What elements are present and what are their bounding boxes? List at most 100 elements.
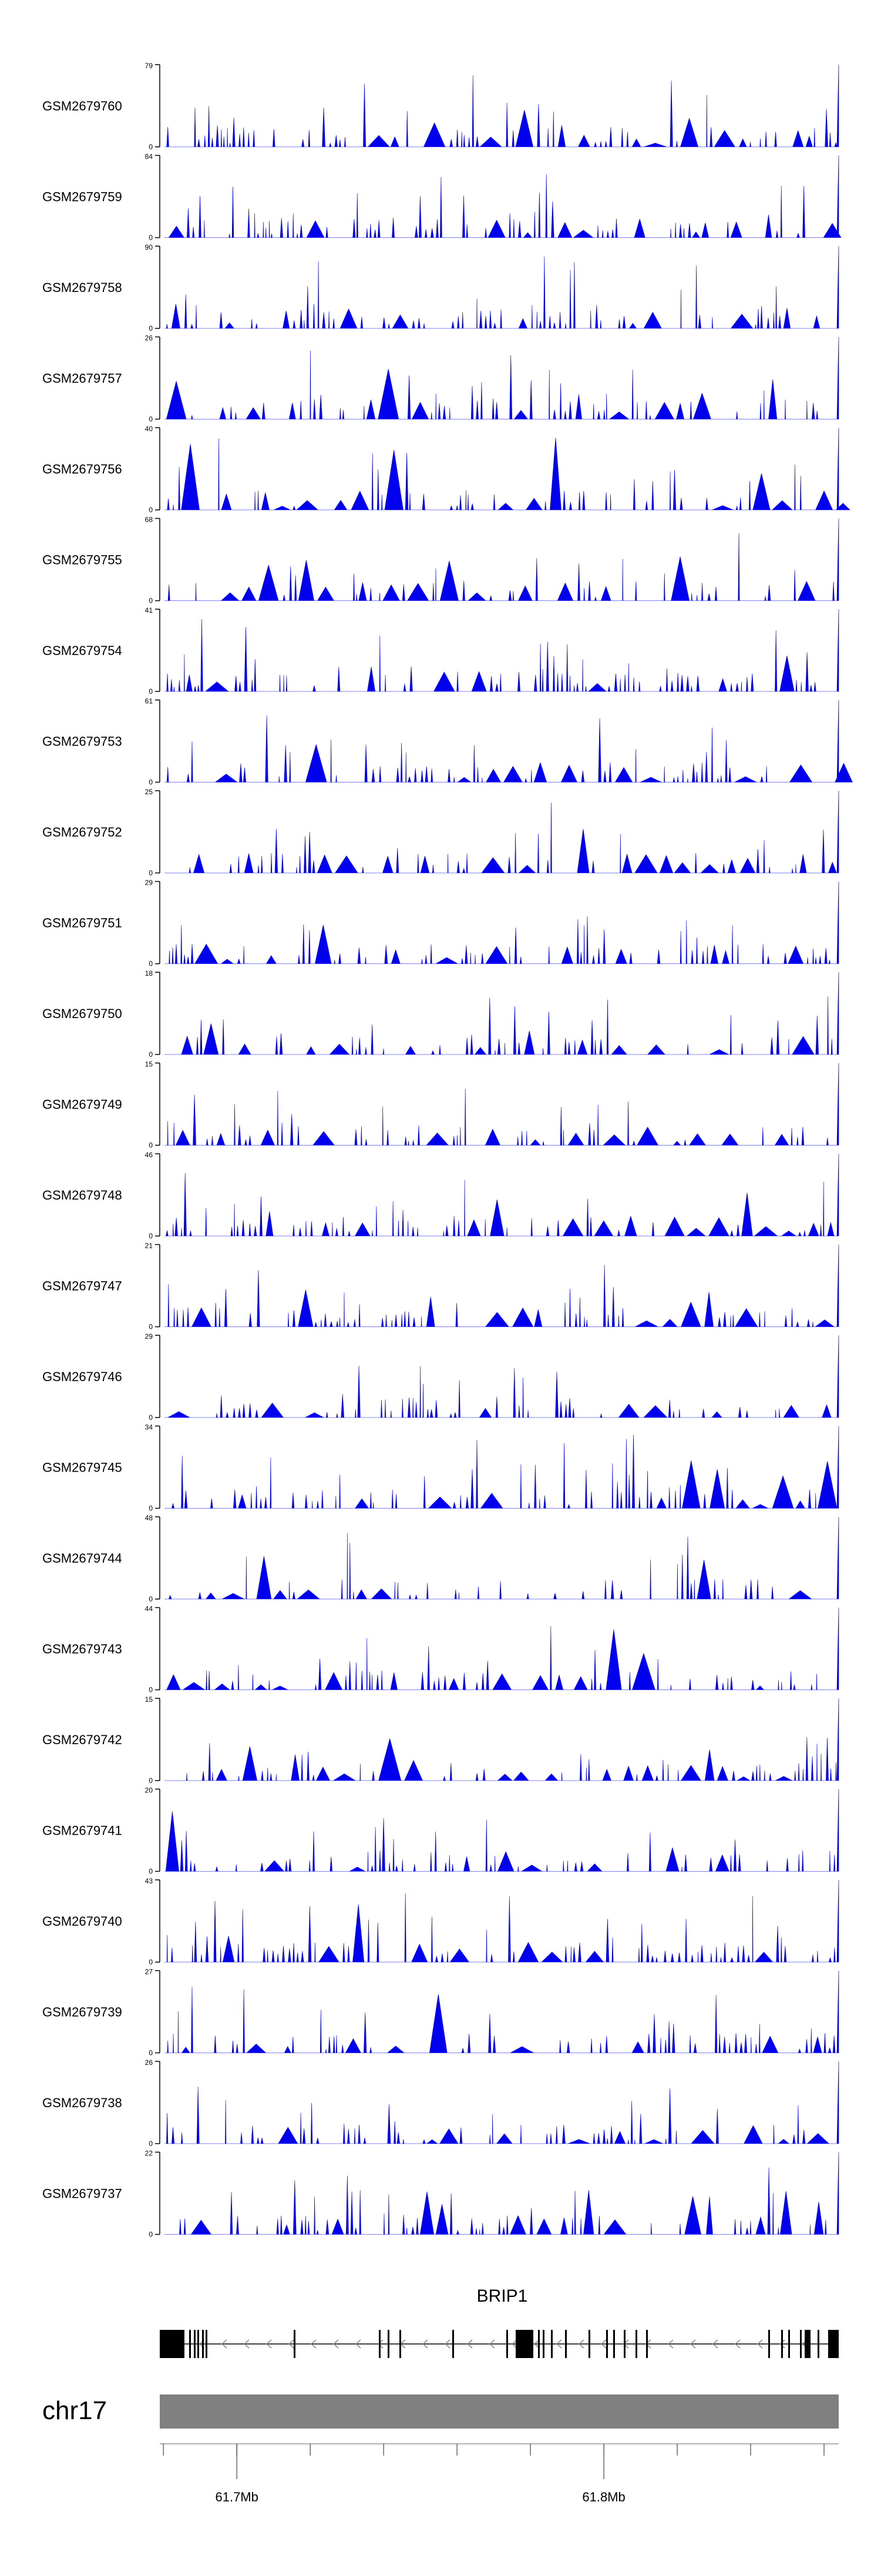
signal-area xyxy=(164,1153,839,1237)
y-max-label: 29 xyxy=(145,879,153,887)
track-label: GSM2679740 xyxy=(42,1914,122,1929)
track-gsm2679751: GSM2679751 29 0 xyxy=(42,879,839,968)
exon xyxy=(543,2330,544,2358)
track-label: GSM2679745 xyxy=(42,1460,122,1475)
y-min-label: 0 xyxy=(149,1413,153,1422)
track-label: GSM2679756 xyxy=(42,462,122,476)
y-min-label: 0 xyxy=(149,1141,153,1150)
signal-area xyxy=(164,790,839,874)
signal-area xyxy=(164,972,839,1055)
y-min-label: 0 xyxy=(149,778,153,787)
chromosome-band: chr17 xyxy=(42,2394,839,2429)
signal-area xyxy=(164,881,839,964)
track-label: GSM2679741 xyxy=(42,1823,122,1838)
signal-area xyxy=(164,1789,839,1872)
exon xyxy=(206,2330,207,2358)
track-label: GSM2679759 xyxy=(42,190,122,204)
y-min-label: 0 xyxy=(149,2049,153,2057)
exon xyxy=(635,2330,637,2358)
y-max-label: 15 xyxy=(145,1695,153,1704)
y-min-label: 0 xyxy=(149,1504,153,1513)
y-max-label: 79 xyxy=(145,62,153,70)
signal-area xyxy=(164,700,853,782)
exon xyxy=(768,2330,770,2358)
y-max-label: 25 xyxy=(145,788,153,796)
strand-arrow xyxy=(444,2339,450,2349)
exon xyxy=(388,2330,389,2358)
track-label: GSM2679737 xyxy=(42,2187,122,2201)
strand-arrow xyxy=(667,2339,674,2349)
strand-arrow xyxy=(712,2339,718,2349)
track-label: GSM2679757 xyxy=(42,371,122,386)
y-max-label: 43 xyxy=(145,1877,153,1885)
strand-arrow xyxy=(734,2339,741,2349)
y-max-label: 90 xyxy=(145,243,153,251)
track-gsm2679756: GSM2679756 40 0 xyxy=(42,425,850,514)
strand-arrow xyxy=(600,2339,607,2349)
track-label: GSM2679752 xyxy=(42,825,122,839)
signal-area xyxy=(164,246,839,329)
exon xyxy=(565,2330,567,2358)
signal-area xyxy=(164,1879,839,1963)
exon xyxy=(202,2330,204,2358)
exon xyxy=(176,2330,184,2358)
signal-area xyxy=(164,1516,839,1600)
signal-area xyxy=(164,1335,839,1418)
track-gsm2679743: GSM2679743 44 0 xyxy=(42,1605,839,1694)
strand-arrow xyxy=(355,2339,361,2349)
exon xyxy=(613,2330,615,2358)
signal-area xyxy=(164,1063,839,1146)
y-max-label: 27 xyxy=(145,1968,153,1976)
exon xyxy=(781,2330,783,2358)
track-gsm2679741: GSM2679741 20 0 xyxy=(42,1786,839,1876)
y-min-label: 0 xyxy=(149,1958,153,1966)
exon xyxy=(788,2330,790,2358)
track-gsm2679757: GSM2679757 26 0 xyxy=(42,334,839,424)
track-gsm2679750: GSM2679750 18 0 xyxy=(42,969,839,1059)
exon xyxy=(624,2330,626,2358)
exon xyxy=(606,2330,608,2358)
strand-arrow xyxy=(221,2339,227,2349)
y-min-label: 0 xyxy=(149,506,153,514)
y-max-label: 44 xyxy=(145,1605,153,1613)
strand-arrow xyxy=(265,2339,272,2349)
signal-area xyxy=(164,427,850,511)
signal-area xyxy=(164,1698,839,1781)
y-min-label: 0 xyxy=(149,1595,153,1603)
track-gsm2679754: GSM2679754 41 0 xyxy=(42,606,839,696)
track-label: GSM2679749 xyxy=(42,1097,122,1112)
y-max-label: 68 xyxy=(145,516,153,524)
track-gsm2679742: GSM2679742 15 0 xyxy=(42,1695,839,1785)
track-label: GSM2679744 xyxy=(42,1551,122,1566)
track-label: GSM2679755 xyxy=(42,553,122,567)
track-label: GSM2679743 xyxy=(42,1642,122,1657)
axis-tick-label: 61.8Mb xyxy=(582,2490,625,2504)
y-max-label: 20 xyxy=(145,1786,153,1795)
exon xyxy=(828,2330,839,2358)
track-gsm2679758: GSM2679758 90 0 xyxy=(42,243,839,333)
track-gsm2679746: GSM2679746 29 0 xyxy=(42,1332,839,1422)
y-min-label: 0 xyxy=(149,1323,153,1331)
signal-area xyxy=(164,64,839,147)
strand-arrow xyxy=(779,2339,785,2349)
y-max-label: 34 xyxy=(145,1423,153,1432)
strand-arrow xyxy=(332,2339,339,2349)
signal-area xyxy=(164,518,839,601)
strand-arrow xyxy=(310,2339,317,2349)
exon xyxy=(197,2330,199,2358)
track-gsm2679747: GSM2679747 21 0 xyxy=(42,1242,839,1331)
track-label: GSM2679750 xyxy=(42,1006,122,1021)
y-min-label: 0 xyxy=(149,1868,153,1876)
axis-tick-label: 61.7Mb xyxy=(216,2490,258,2504)
y-max-label: 61 xyxy=(145,697,153,706)
y-max-label: 41 xyxy=(145,606,153,614)
y-min-label: 0 xyxy=(149,415,153,424)
track-label: GSM2679738 xyxy=(42,2095,122,2110)
track-gsm2679752: GSM2679752 25 0 xyxy=(42,788,839,877)
strand-arrow xyxy=(578,2339,584,2349)
strand-arrow xyxy=(377,2339,384,2349)
y-max-label: 84 xyxy=(145,153,153,161)
y-min-label: 0 xyxy=(149,687,153,696)
